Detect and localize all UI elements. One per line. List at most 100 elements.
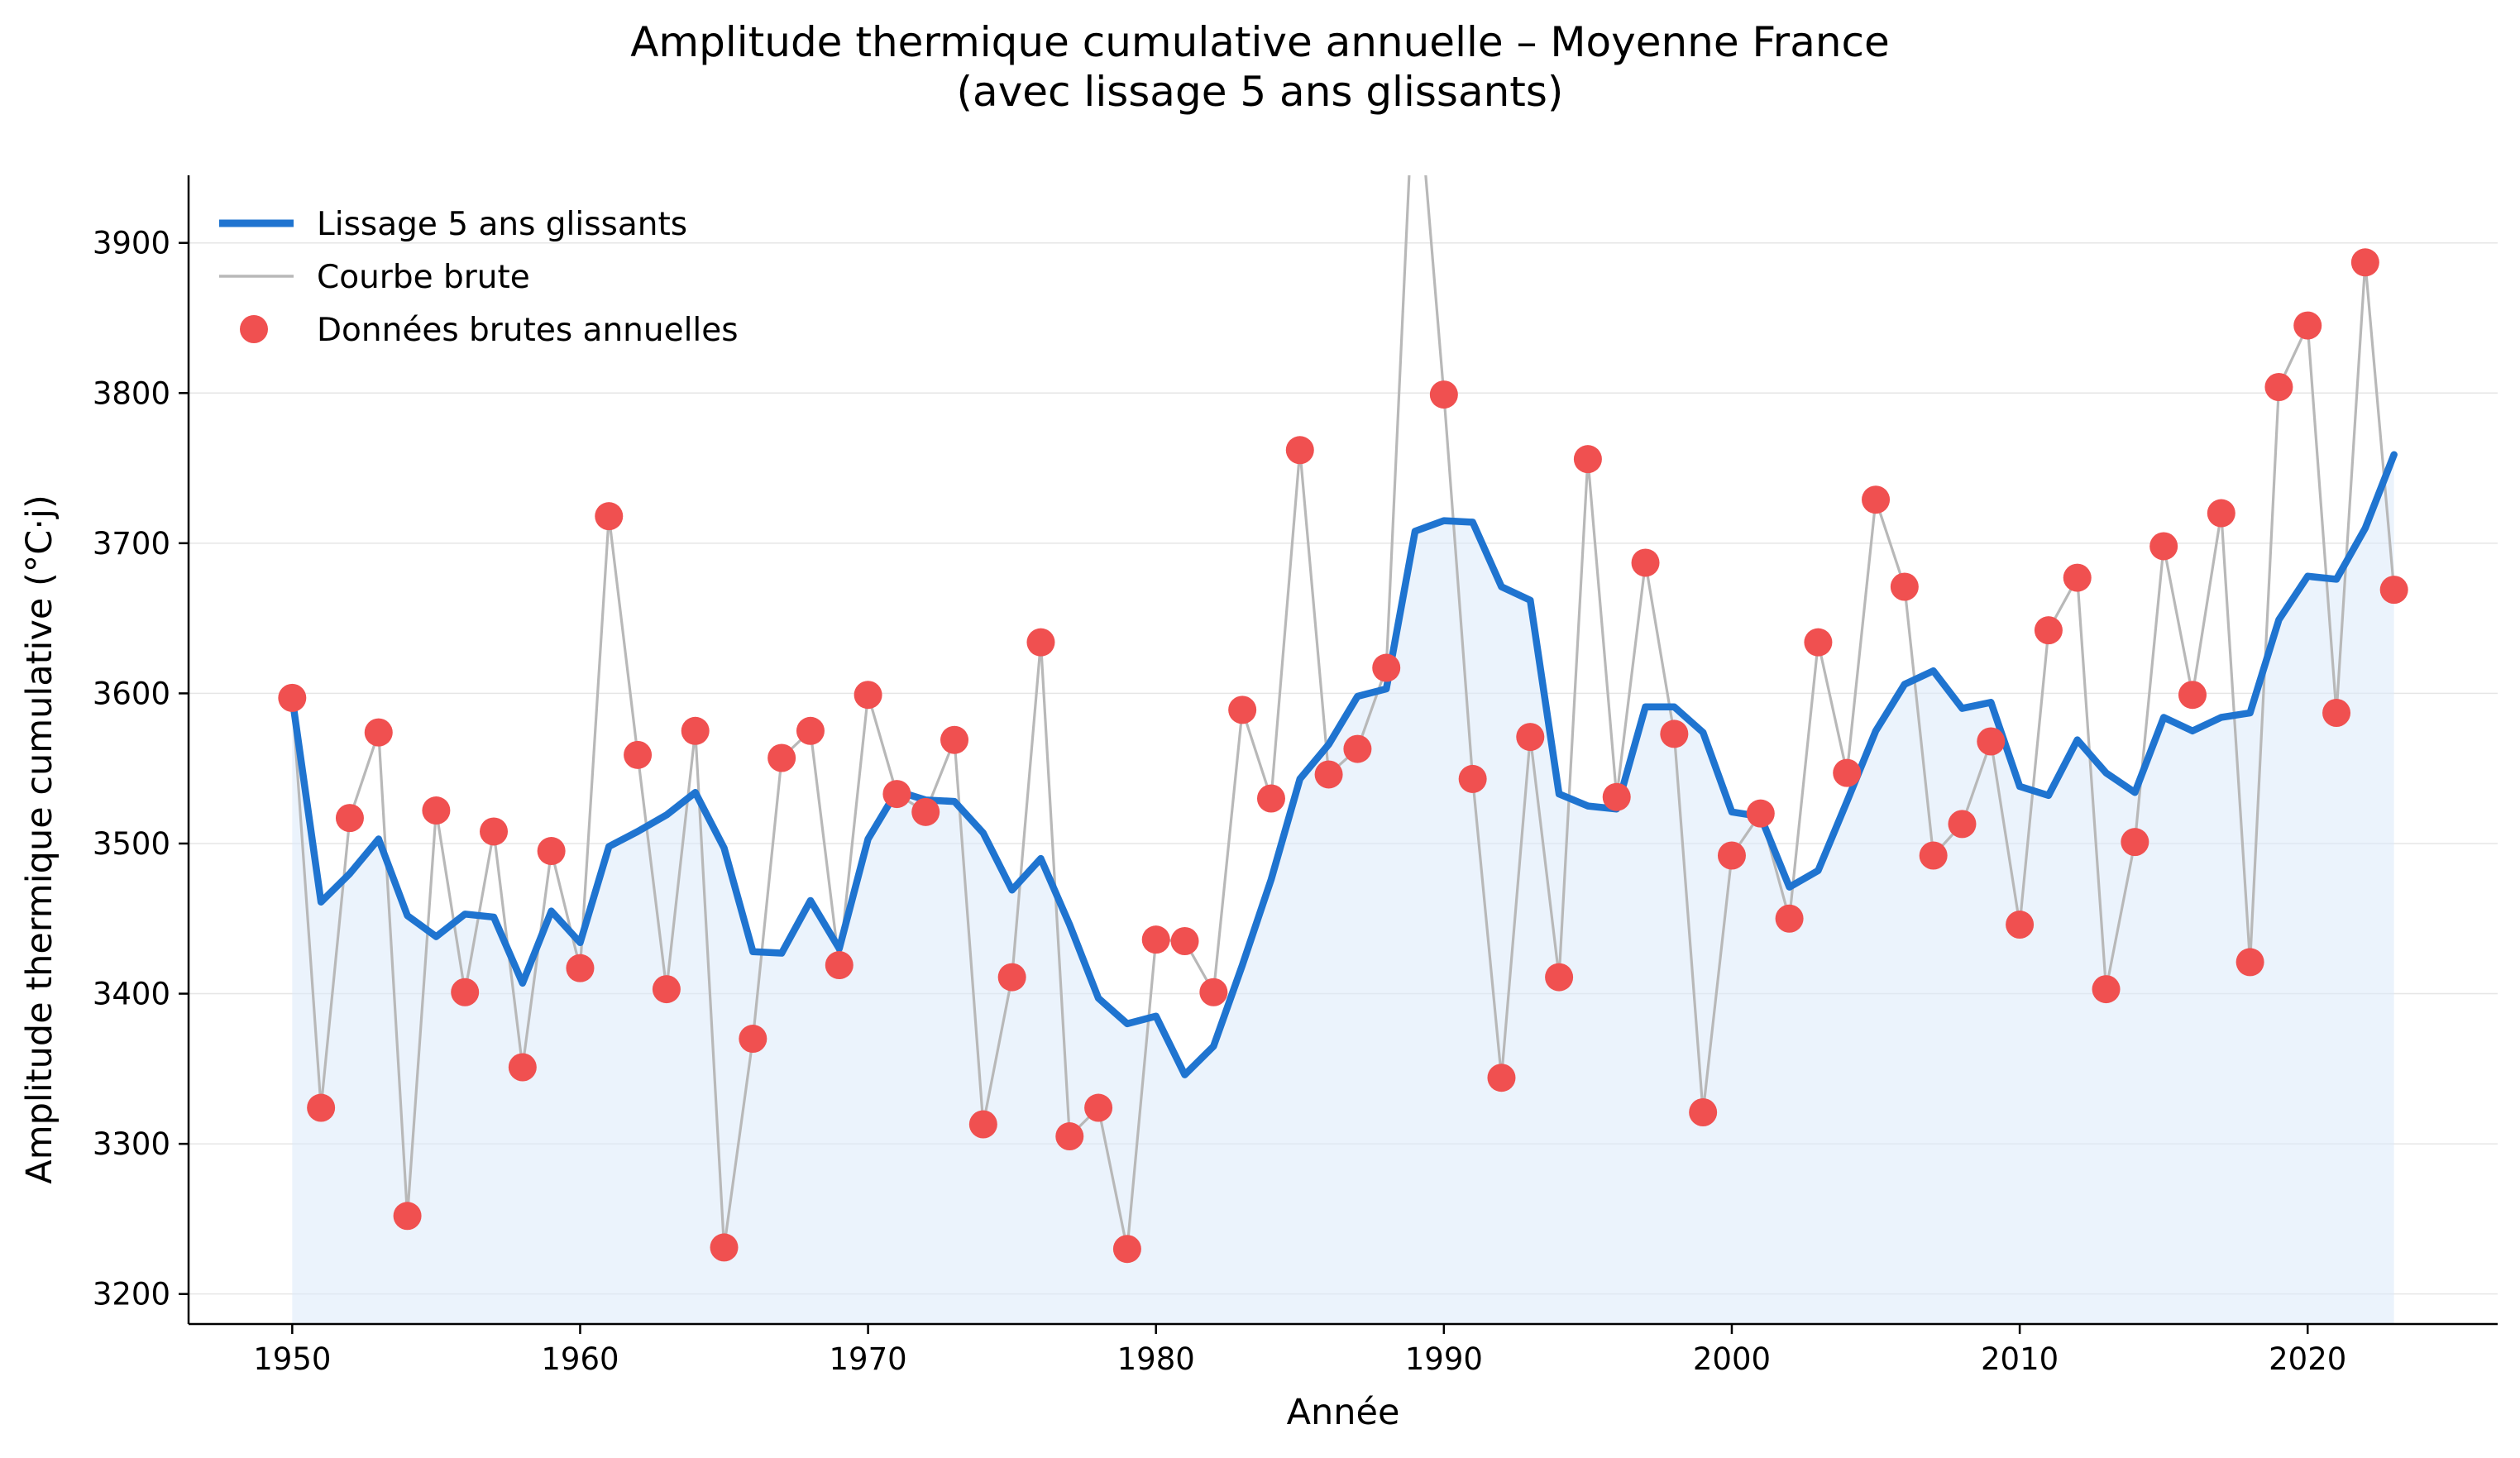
data-point-2009 xyxy=(1977,727,2006,756)
data-point-2005 xyxy=(1862,485,1891,514)
data-point-1980 xyxy=(1141,925,1170,954)
data-point-1954 xyxy=(393,1202,422,1231)
data-point-1997 xyxy=(1631,548,1660,577)
legend-label-points: Données brutes annuelles xyxy=(317,312,739,349)
x-tick-label-2000: 2000 xyxy=(1693,1341,1771,1377)
x-axis-label: Année xyxy=(1287,1392,1400,1433)
data-point-1995 xyxy=(1573,445,1602,474)
data-point-1967 xyxy=(767,743,796,772)
axes xyxy=(179,175,2498,1334)
data-point-2006 xyxy=(1890,572,1919,601)
data-point-1956 xyxy=(451,978,480,1006)
y-tick-label-3300: 3300 xyxy=(93,1126,170,1162)
data-point-1977 xyxy=(1055,1122,1084,1151)
legend-label-raw: Courbe brute xyxy=(317,259,530,296)
data-point-1981 xyxy=(1170,927,1199,955)
data-point-1978 xyxy=(1084,1093,1113,1122)
data-point-1962 xyxy=(624,740,653,769)
series-layer xyxy=(278,175,2408,1324)
data-point-2022 xyxy=(2350,248,2379,277)
data-point-1957 xyxy=(480,817,509,846)
y-tick-label-3400: 3400 xyxy=(93,977,170,1012)
chart-subtitle: (avec lissage 5 ans glissants) xyxy=(956,68,1564,116)
data-point-1987 xyxy=(1343,734,1372,763)
smooth-area-fill xyxy=(292,454,2394,1324)
y-tick-label-3700: 3700 xyxy=(93,526,170,562)
data-point-1950 xyxy=(278,683,307,712)
data-point-1964 xyxy=(681,716,710,745)
data-point-1974 xyxy=(968,1110,997,1139)
data-point-1998 xyxy=(1660,719,1689,748)
data-point-2015 xyxy=(2149,532,2178,561)
data-point-1975 xyxy=(997,963,1026,992)
y-tick-label-3900: 3900 xyxy=(93,226,170,261)
data-point-1993 xyxy=(1516,723,1545,752)
data-point-2004 xyxy=(1833,758,1862,787)
y-tick-label-3600: 3600 xyxy=(93,676,170,711)
legend-swatch-points xyxy=(240,315,268,343)
data-point-1990 xyxy=(1429,380,1458,409)
data-point-2002 xyxy=(1775,904,1804,933)
smooth-series-line xyxy=(289,451,2398,1078)
data-point-1983 xyxy=(1228,696,1257,724)
data-point-1991 xyxy=(1458,764,1487,793)
x-tick-label-1970: 1970 xyxy=(830,1341,907,1377)
data-point-1955 xyxy=(422,796,451,825)
chart-title: Amplitude thermique cumulative annuelle … xyxy=(630,18,1890,66)
data-point-1951 xyxy=(307,1093,336,1122)
data-point-2016 xyxy=(2178,681,2207,710)
data-point-1963 xyxy=(652,975,681,1004)
data-point-1982 xyxy=(1199,978,1228,1006)
tick-labels: 3200 3300 3400 3500 3600 3700 3800 3900 1950 1960… xyxy=(93,226,2346,1377)
data-point-2018 xyxy=(2235,948,2264,977)
data-point-1952 xyxy=(335,804,364,833)
data-point-2023 xyxy=(2379,576,2408,605)
data-point-2012 xyxy=(2063,563,2092,592)
data-point-1972 xyxy=(911,797,940,826)
data-point-2014 xyxy=(2121,828,2149,857)
x-tick-label-2010: 2010 xyxy=(1981,1341,2059,1377)
data-point-1985 xyxy=(1285,436,1314,465)
data-point-1979 xyxy=(1112,1235,1141,1264)
data-point-2011 xyxy=(2034,616,2063,645)
data-point-2007 xyxy=(1919,841,1948,870)
data-point-1959 xyxy=(537,837,566,866)
data-point-1996 xyxy=(1602,782,1631,811)
x-tick-label-1950: 1950 xyxy=(253,1341,331,1377)
legend: Lissage 5 ans glissants Courbe brute Don… xyxy=(219,206,739,349)
data-point-1970 xyxy=(854,681,882,710)
raw-series-line xyxy=(290,175,2396,1250)
legend-label-smooth: Lissage 5 ans glissants xyxy=(317,206,687,243)
data-point-1999 xyxy=(1689,1097,1718,1126)
y-tick-label-3500: 3500 xyxy=(93,826,170,862)
data-point-1988 xyxy=(1372,653,1401,682)
data-point-1966 xyxy=(739,1025,767,1054)
data-point-1969 xyxy=(825,951,854,980)
data-point-1961 xyxy=(595,502,624,531)
x-tick-label-1960: 1960 xyxy=(541,1341,619,1377)
y-tick-label-3800: 3800 xyxy=(93,375,170,411)
y-tick-label-3200: 3200 xyxy=(93,1277,170,1312)
data-point-1992 xyxy=(1487,1064,1516,1092)
data-point-2019 xyxy=(2264,373,2293,402)
x-tick-label-1980: 1980 xyxy=(1117,1341,1195,1377)
x-tick-label-2020: 2020 xyxy=(2269,1341,2346,1377)
data-point-2020 xyxy=(2293,311,2322,340)
data-point-2000 xyxy=(1717,841,1746,870)
data-point-1973 xyxy=(940,725,969,754)
data-point-2001 xyxy=(1746,799,1775,828)
data-point-1958 xyxy=(508,1053,537,1082)
data-point-2013 xyxy=(2092,975,2121,1004)
data-point-1960 xyxy=(566,954,595,982)
data-point-2021 xyxy=(2322,699,2351,728)
data-point-1968 xyxy=(796,716,825,745)
data-point-2003 xyxy=(1804,628,1833,657)
data-point-1986 xyxy=(1314,760,1343,789)
data-point-2010 xyxy=(2006,911,2035,939)
data-point-2008 xyxy=(1948,810,1977,839)
data-point-1953 xyxy=(364,718,393,747)
data-point-2017 xyxy=(2207,499,2235,528)
data-point-1965 xyxy=(710,1233,739,1262)
x-tick-label-1990: 1990 xyxy=(1405,1341,1483,1377)
